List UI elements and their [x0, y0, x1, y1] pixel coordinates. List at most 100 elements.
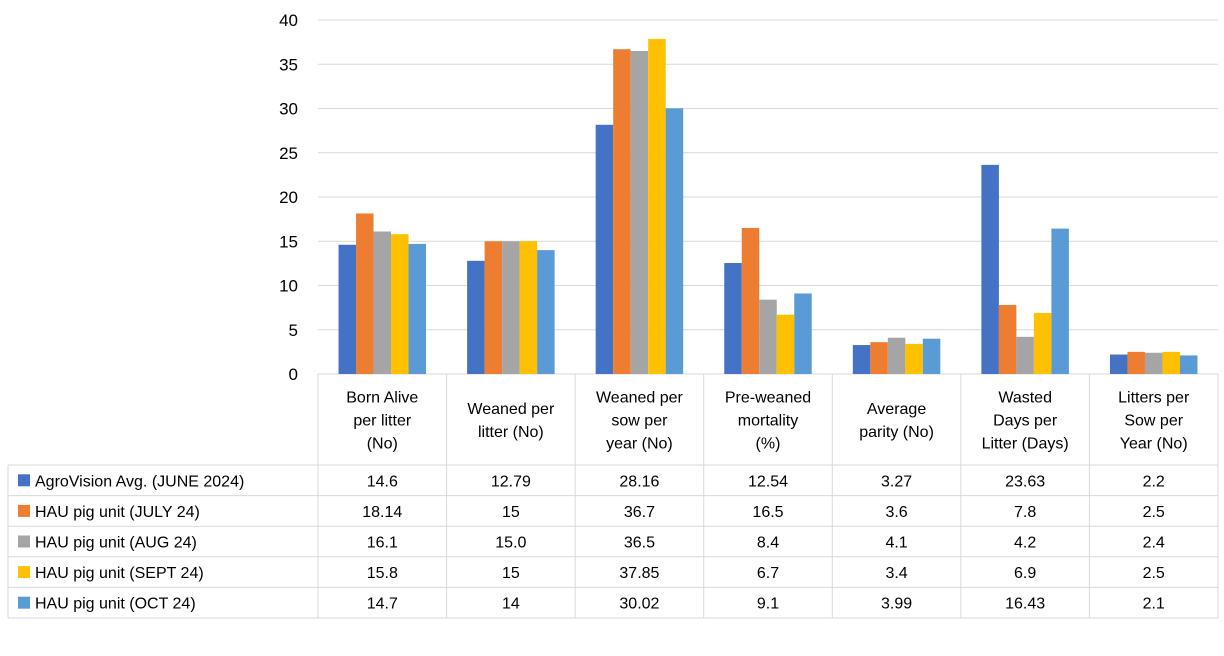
bar: [794, 293, 812, 374]
y-tick-label: 30: [279, 100, 298, 119]
category-label-line: Litters per: [1118, 390, 1190, 407]
bar: [338, 244, 357, 374]
legend-key: [18, 474, 30, 487]
table-cell-value: 16.1: [367, 535, 398, 552]
bar: [1144, 352, 1163, 374]
bar: [408, 243, 427, 374]
bar: [356, 213, 374, 374]
y-tick-label: 15: [279, 232, 298, 251]
table-cell-value: 2.2: [1143, 473, 1165, 490]
table-cell-value: 14.7: [367, 596, 398, 613]
y-tick-label: 25: [279, 144, 298, 163]
bar: [1109, 354, 1128, 374]
bar: [776, 314, 795, 374]
legend-label: HAU pig unit (SEPT 24): [35, 565, 204, 582]
table-cell-value: 2.5: [1143, 504, 1165, 521]
category-label-line: Wasted: [998, 390, 1052, 407]
table-cell-value: 9.1: [757, 596, 779, 613]
bar: [981, 164, 999, 374]
bar: [537, 250, 555, 374]
y-tick-label: 10: [279, 277, 298, 296]
legend-label: HAU pig unit (JULY 24): [35, 504, 200, 521]
table-cell-value: 23.63: [1005, 473, 1045, 490]
data-table: Born Alive per litter (No) Weaned per litter…: [7, 374, 1219, 619]
table-cell-value: 16.43: [1005, 596, 1045, 613]
category-label-line: Pre-weaned: [725, 390, 811, 407]
bar: [665, 108, 684, 374]
category-label: Litters per Sow per Year (No): [1118, 390, 1190, 453]
table-cell-value: 15: [502, 504, 520, 521]
table-cell-value: 37.85: [619, 565, 659, 582]
bar: [613, 49, 631, 375]
category-label-line: Litter (Days): [982, 436, 1069, 453]
table-cell-value: 2.4: [1143, 535, 1165, 552]
legend-key: [18, 566, 30, 579]
category-label: Weaned per litter (No): [467, 401, 555, 441]
table-cell-value: 8.4: [757, 535, 779, 552]
category-label-line: parity (No): [859, 424, 934, 441]
y-tick-label: 0: [289, 365, 298, 384]
category-label-line: (No): [367, 436, 398, 453]
legend-label: HAU pig unit (AUG 24): [35, 535, 197, 552]
category-label-line: Average: [867, 401, 926, 418]
table-cell-value: 2.1: [1143, 596, 1165, 613]
table-cell-value: 3.27: [881, 473, 912, 490]
bar: [484, 241, 503, 374]
table-cell-value: 12.79: [491, 473, 531, 490]
bar: [1016, 336, 1034, 374]
legend-key: [18, 596, 30, 609]
legend-key: [18, 504, 30, 517]
table-cell-value: 3.99: [881, 596, 912, 613]
bar: [373, 231, 392, 374]
legend-key: [18, 535, 30, 548]
bar: [922, 338, 941, 374]
category-label: Pre-weaned mortality (%): [725, 390, 811, 453]
table-cell-value: 4.2: [1014, 535, 1036, 552]
bar: [870, 342, 888, 374]
legend-label: HAU pig unit (OCT 24): [35, 596, 196, 613]
table-cell-value: 3.6: [885, 504, 907, 521]
bar: [724, 263, 742, 374]
category-label-line: Days per: [993, 413, 1058, 430]
table-cell-value: 15.8: [367, 565, 398, 582]
category-label-line: mortality: [738, 413, 798, 430]
bar: [759, 299, 777, 374]
category-label: Born Alive per litter (No): [346, 390, 418, 453]
table-cell-value: 4.1: [885, 535, 907, 552]
bar: [998, 304, 1017, 374]
table-cell-value: 15.0: [495, 535, 526, 552]
table-cell-value: 12.54: [748, 473, 788, 490]
category-label-line: per litter: [353, 413, 411, 430]
table-cell-value: 36.7: [624, 504, 655, 521]
category-label-line: Year (No): [1120, 436, 1188, 453]
bar: [887, 337, 906, 374]
bar: [648, 39, 666, 375]
bar: [1033, 312, 1052, 374]
category-label-line: Weaned per: [596, 390, 684, 407]
table-cell-value: 14: [502, 596, 520, 613]
table-cell-value: 30.02: [619, 596, 659, 613]
table-cell-value: 28.16: [619, 473, 659, 490]
bar: [467, 260, 485, 374]
bar: [519, 241, 538, 374]
bar: [502, 241, 520, 374]
category-label-line: sow per: [611, 413, 668, 430]
category-label-line: Born Alive: [346, 390, 418, 407]
table-cell-value: 15: [502, 565, 520, 582]
bar: [1051, 228, 1069, 374]
table-cell-value: 14.6: [367, 473, 398, 490]
category-label: Average parity (No): [859, 401, 934, 441]
bar: [741, 227, 760, 374]
table-cell-value: 6.7: [757, 565, 779, 582]
legend-label: AgroVision Avg. (JUNE 2024): [35, 473, 244, 490]
bar: [1162, 351, 1180, 374]
bars: [338, 39, 1198, 375]
table-cell-value: 6.9: [1014, 565, 1036, 582]
y-tick-label: 20: [279, 188, 298, 207]
table-cell-value: 16.5: [752, 504, 783, 521]
y-axis-ticks: 0 5 10 15 20 25 30 35 40: [279, 11, 298, 384]
table-cell-value: 7.8: [1014, 504, 1036, 521]
bar: [1127, 351, 1145, 374]
category-label-line: Weaned per: [467, 401, 555, 418]
